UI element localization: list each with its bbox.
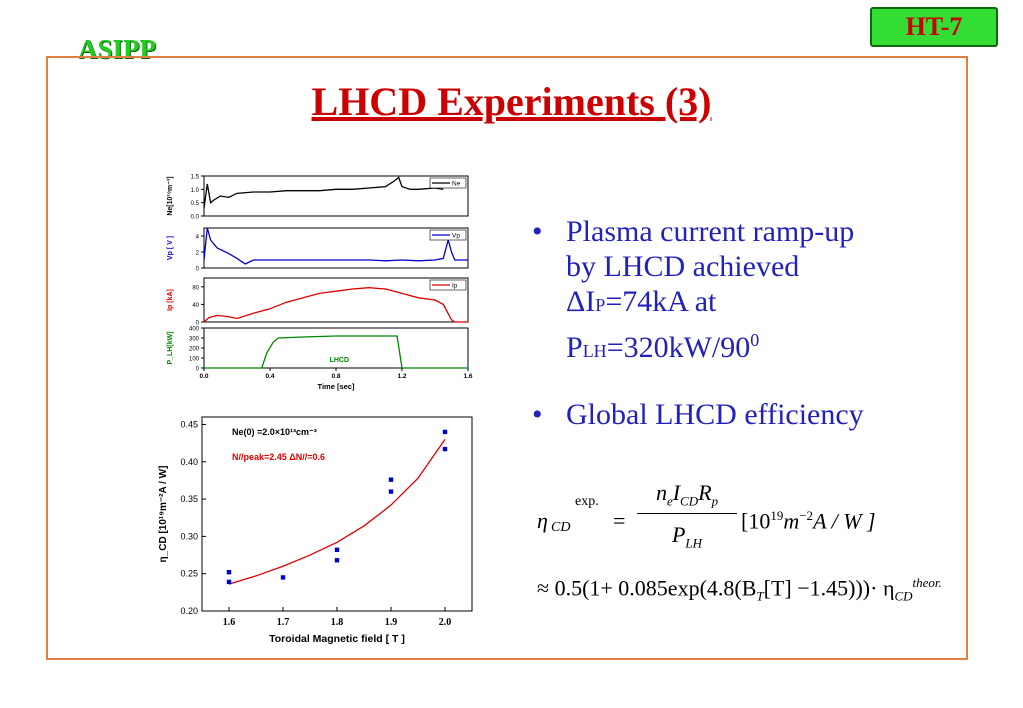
x-tick-label: 1.7 (277, 617, 290, 628)
x-axis-label: Toroidal Magnetic field [ T ] (269, 633, 405, 645)
y-tick-label: 1.5 (191, 175, 200, 181)
delta-i: ΔI (566, 285, 596, 318)
fit-curve (228, 439, 446, 585)
bullet-list: • Plasma current ramp-up by LHCD achieve… (532, 214, 952, 432)
x-tick-label: 1.9 (385, 617, 398, 628)
y-tick-label: 400 (189, 327, 200, 333)
panel-frame (203, 175, 469, 217)
bullet1-line3: ΔIP=74kA at (566, 284, 952, 323)
legend-label: Vp (452, 233, 460, 240)
y-tick-label: 80 (192, 285, 199, 291)
data-point (334, 547, 340, 553)
panel-ylabel: Vp [ V ] (167, 236, 174, 260)
subscript-lh: LH (582, 341, 607, 361)
y-tick-label: 0.40 (180, 457, 198, 467)
power-value: =320kW/90 (606, 331, 751, 364)
units: [1019m−2A / W ] (741, 508, 876, 534)
x-tick-label: 1.6 (463, 373, 472, 380)
formula-line2: ≈ 0.5(1+ 0.085exp(4.8(BT[T] −1.45)))· ηC… (537, 575, 942, 604)
y-tick-label: 100 (189, 357, 200, 363)
series-line-ne (203, 176, 444, 209)
denominator: PLH (637, 513, 737, 551)
series-line-vp (203, 227, 468, 265)
bullet-dot: • (532, 215, 543, 248)
power-symbol: P (566, 331, 583, 364)
y-tick-label: 0.20 (180, 606, 198, 616)
y-tick-label: 200 (189, 347, 200, 353)
eta-sub-cd: CD (551, 520, 571, 535)
legend-label: Ne (452, 181, 461, 188)
lhcd-annotation: LHCD (330, 357, 349, 364)
fraction: neICDRp PLH (637, 480, 737, 552)
slide-frame (46, 56, 968, 660)
data-point (334, 558, 340, 563)
numerator: neICDRp (655, 480, 719, 509)
x-tick-label: 1.2 (397, 373, 406, 380)
y-tick-label: 0 (196, 321, 200, 327)
bullet-dot: • (532, 398, 543, 431)
npar-annotation: N//peak=2.45 ΔN//=0.6 (232, 452, 325, 462)
x-tick-label: 1.8 (331, 617, 344, 628)
y-tick-label: 0.5 (191, 201, 200, 207)
subscript-p: P (595, 295, 606, 315)
y-tick-label: 2 (196, 251, 200, 257)
eta-sup-exp: exp. (575, 494, 599, 509)
panel-ylabel: Ne[10¹⁹m⁻³] (167, 176, 174, 215)
density-annotation: Ne(0) =2.0×10¹³cm⁻³ (232, 427, 317, 437)
y-tick-label: 40 (192, 303, 199, 309)
y-tick-label: 0 (196, 267, 200, 273)
bullet1-line2: by LHCD achieved (566, 250, 800, 283)
panel-ylabel: P_LH[kW] (167, 331, 174, 364)
efficiency-scatter-chart: 0.20 0.25 0.30 0.35 0.40 0.45 1.6 1.7 1.8 1.9 2.0 T… (158, 416, 473, 645)
current-value: =74kA at (605, 285, 717, 318)
data-point (280, 575, 286, 580)
bullet-global-efficiency: • Global LHCD efficiency (532, 397, 952, 432)
x-axis-label: Time [sec] (318, 382, 355, 391)
data-point (442, 429, 448, 435)
x-tick-label: 0.0 (199, 373, 208, 380)
asipp-logo: ASIPP (78, 34, 157, 64)
bullet1-line1: Plasma current ramp-up (566, 215, 855, 248)
bullet2-text: Global LHCD efficiency (566, 398, 864, 431)
y-tick-label: 0.30 (180, 531, 198, 541)
eta-symbol: η (537, 508, 548, 533)
panel-ylabel: Ip [kA] (167, 289, 174, 311)
data-point (226, 570, 232, 575)
x-tick-label: 1.6 (223, 617, 236, 628)
formula-line1: η CD exp. = neICDRp PLH [1019m−2A / W ] (537, 480, 876, 552)
x-tick-label: 2.0 (439, 617, 452, 628)
efficiency-formula: η CD exp. = neICDRp PLH [1019m−2A / W ] … (537, 480, 967, 604)
y-tick-label: 1.0 (191, 188, 200, 194)
ht7-badge: HT-7 (870, 7, 998, 47)
data-point (388, 489, 394, 494)
panel-frame (203, 227, 469, 269)
y-tick-label: 0.0 (191, 215, 200, 221)
data-point (388, 477, 394, 482)
series-line-plh (204, 335, 468, 369)
y-tick-label: 300 (189, 337, 200, 343)
panel-frame (203, 277, 469, 323)
bullet-current-rampup: • Plasma current ramp-up by LHCD achieve… (532, 214, 952, 369)
legend-label: Ip (452, 283, 458, 290)
slide-title: LHCD Experiments (3) (311, 79, 712, 124)
bullet1-line4: PLH=320kW/900 (566, 323, 952, 369)
y-tick-label: 0.35 (180, 494, 198, 504)
y-tick-label: 0.45 (180, 419, 198, 429)
x-tick-label: 0.4 (265, 373, 274, 380)
data-point (226, 579, 232, 585)
y-axis-label: η_CD [10¹⁹m⁻²A / W] (158, 466, 169, 563)
series-line-ip (203, 287, 468, 323)
y-tick-label: 0 (196, 367, 200, 373)
y-tick-label: 4 (196, 235, 200, 241)
x-tick-label: 0.8 (331, 373, 340, 380)
data-point (442, 446, 448, 452)
y-tick-label: 0.25 (180, 569, 198, 579)
plot-frame (201, 416, 473, 612)
degree-sup: 0 (750, 330, 760, 350)
